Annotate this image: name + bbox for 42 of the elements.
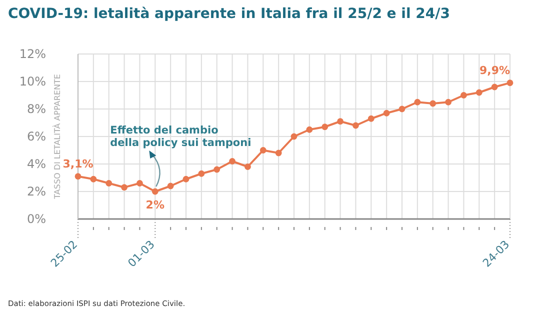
point [136,180,143,186]
data-label: 9,9% [479,64,510,77]
point [337,118,344,125]
y-tick-label: 0% [26,212,46,226]
y-axis-title: TASSO DI LETALITÀ APPARENTE [52,74,62,200]
point [306,126,313,133]
y-tick-label: 4% [26,157,46,172]
point [182,176,190,182]
y-tick-label: 6% [26,130,46,144]
point [74,173,82,180]
point [106,180,112,186]
point [290,133,298,140]
data-label: 3,1% [62,157,94,170]
point [121,184,128,191]
point [260,147,266,154]
chart-title: COVID-19: letalità apparente in Italia fra il 25/2 e il 24/3 [8,6,450,22]
point [476,89,482,96]
point [445,98,452,106]
point [167,182,174,190]
point [430,100,436,107]
point [506,80,514,86]
point [214,166,220,173]
point [491,84,498,90]
point [414,98,421,106]
point [152,188,158,195]
point [90,176,97,182]
y-tick-label: 8% [26,102,46,116]
point [398,106,406,112]
point [275,150,282,156]
point [352,122,359,129]
point [229,158,236,164]
point [368,115,374,122]
y-tick-label: 10% [19,74,46,89]
point [383,110,390,116]
point [322,124,328,130]
point [460,92,467,98]
point [244,164,251,170]
y-tick-label: 12% [19,47,46,62]
y-tick-label: 2% [26,184,46,199]
data-label: 2% [146,198,164,212]
point [198,170,205,177]
annotation: Effetto del cambio della policy sui tamponi [110,124,252,150]
